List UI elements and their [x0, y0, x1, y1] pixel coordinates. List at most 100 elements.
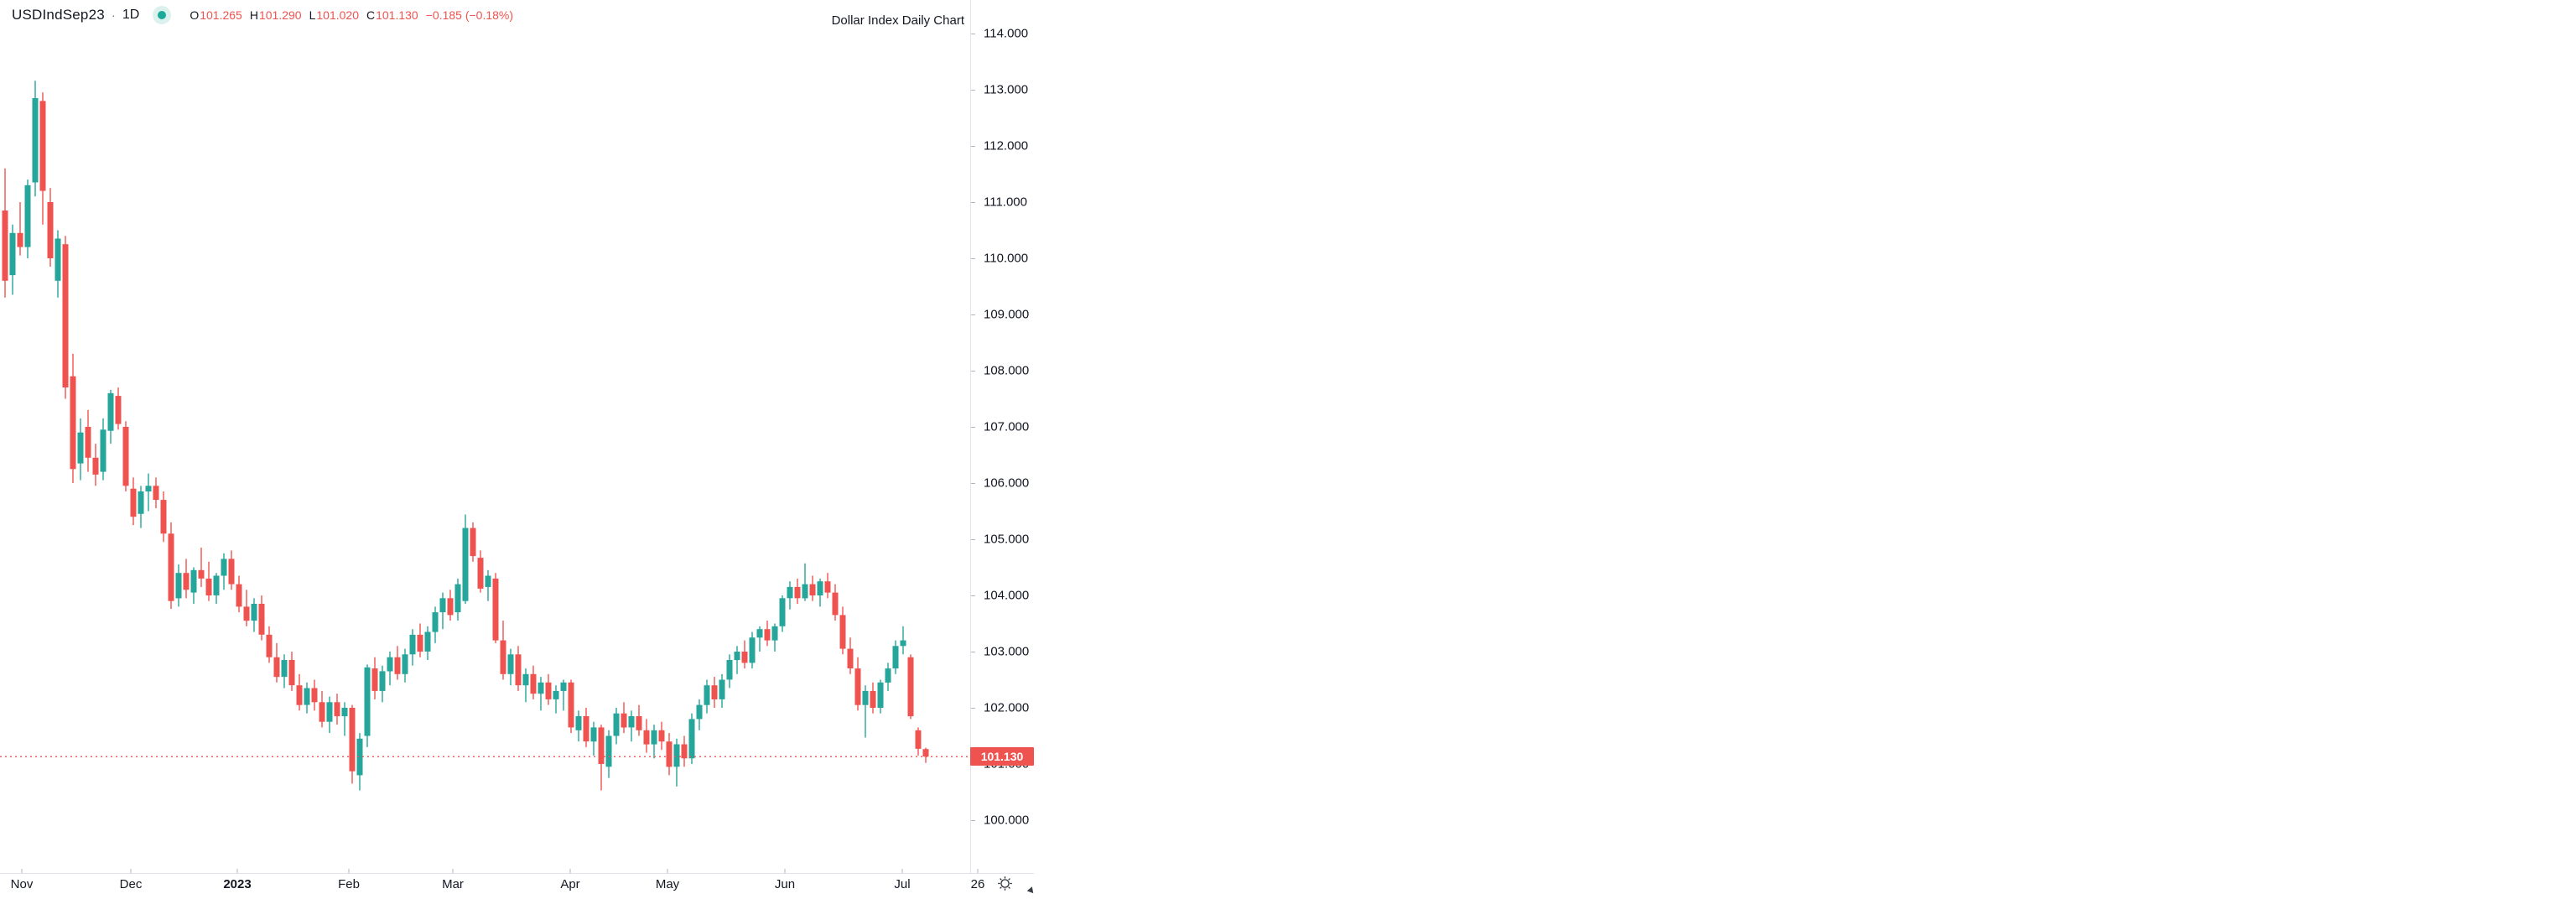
symbol-legend[interactable]: USDIndSep23 · 1D O101.265 H101.290 L101.…: [12, 5, 513, 25]
candle-body: [907, 657, 914, 717]
candle: [885, 663, 891, 691]
time-axis[interactable]: Nov Dec 2023 Feb Mar Apr May Jun Jul 26: [0, 869, 1034, 899]
candle-body: [892, 646, 899, 669]
candle-body: [258, 604, 265, 635]
candle-body: [311, 688, 318, 703]
candle: [771, 623, 778, 652]
candle: [719, 673, 725, 708]
time-axis-label: Jun: [774, 877, 796, 891]
time-axis-label: Mar: [442, 877, 464, 891]
candle: [190, 567, 197, 604]
candle: [62, 236, 69, 399]
price-axis-separator[interactable]: [970, 0, 971, 873]
price-axis[interactable]: 114.000 113.000 112.000 111.000 110.000 109.0…: [971, 0, 1036, 873]
candle-body: [470, 527, 476, 557]
candle: [553, 685, 559, 714]
candle: [122, 421, 129, 491]
price-axis-tick: [971, 201, 975, 203]
candle: [205, 561, 212, 601]
candle: [228, 550, 235, 590]
candle-body: [560, 682, 567, 691]
candle: [364, 664, 371, 747]
candle: [907, 654, 914, 720]
time-axis-tick: [667, 869, 668, 873]
candle: [681, 735, 688, 767]
candle-body: [145, 486, 152, 491]
candle: [530, 665, 537, 699]
candle: [145, 473, 152, 512]
candle: [24, 179, 31, 258]
candle: [251, 598, 257, 632]
candle-body: [817, 581, 823, 595]
candle-body: [462, 527, 469, 601]
candle-body: [70, 376, 76, 470]
candle-body: [787, 586, 793, 599]
open-value: 101.265: [200, 8, 242, 22]
candle-body: [636, 716, 642, 730]
candle: [779, 595, 786, 632]
timeframe-label[interactable]: 1D: [122, 8, 140, 22]
candle-body: [583, 716, 589, 742]
axis-settings-gear-icon[interactable]: [997, 876, 1013, 891]
candle: [288, 652, 295, 691]
price-axis-label: 103.000: [984, 644, 1030, 659]
candle-body: [900, 640, 906, 647]
time-axis-label: Jul: [894, 877, 911, 891]
candle: [560, 679, 567, 711]
price-axis-tick: [971, 538, 975, 540]
price-axis-label: 102.000: [984, 700, 1030, 715]
candle: [696, 699, 703, 730]
candle: [741, 640, 748, 669]
price-axis-tick: [971, 145, 975, 147]
candle: [394, 646, 401, 680]
candle-body: [500, 640, 506, 674]
candle-body: [666, 741, 673, 767]
candle-body: [492, 578, 499, 641]
candle: [809, 575, 816, 601]
candle: [55, 230, 61, 298]
candle-body: [719, 679, 725, 699]
close-label: C: [366, 8, 376, 22]
candle-body: [409, 634, 416, 655]
candle-body: [507, 654, 514, 674]
time-axis-tick: [452, 869, 454, 873]
candle: [538, 677, 544, 711]
candle-body: [726, 660, 733, 680]
candle: [922, 747, 929, 763]
market-open-dot-icon: [158, 11, 167, 19]
candle-body: [734, 652, 740, 661]
candle: [281, 654, 288, 689]
high-label: H: [249, 8, 258, 22]
candle-body: [598, 727, 605, 764]
candle-body: [39, 101, 46, 191]
candle-body: [326, 702, 333, 722]
candle-body: [281, 660, 288, 678]
candle-body: [915, 730, 922, 749]
candle: [266, 626, 273, 663]
candle: [847, 637, 854, 674]
time-axis-label: 26: [970, 877, 985, 891]
candle-body: [160, 500, 167, 534]
market-status-indicator[interactable]: [153, 6, 172, 24]
candle-body: [213, 575, 220, 595]
symbol-name[interactable]: USDIndSep23: [12, 7, 105, 23]
candle-body: [477, 558, 484, 589]
candle: [70, 353, 76, 483]
candle-body: [356, 738, 363, 776]
candle: [32, 81, 39, 197]
candle: [349, 704, 356, 784]
candle: [130, 477, 137, 526]
price-axis-tick: [971, 257, 975, 259]
time-axis-separator[interactable]: [0, 873, 1034, 874]
candle-body: [794, 586, 801, 599]
candle: [77, 418, 84, 481]
candle: [326, 696, 333, 734]
candle-body: [32, 98, 39, 183]
candle-body: [771, 626, 778, 641]
candle-body: [349, 708, 356, 772]
candle-body: [175, 573, 182, 599]
time-axis-label: 2023: [223, 877, 252, 891]
candlestick-plot[interactable]: [0, 0, 970, 873]
candle-body: [100, 429, 106, 472]
candle-body: [651, 730, 657, 745]
